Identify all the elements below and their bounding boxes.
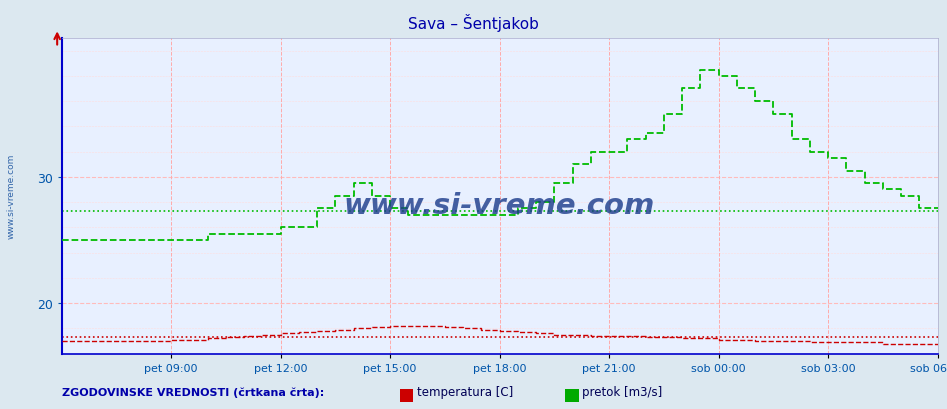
Text: temperatura [C]: temperatura [C] (417, 385, 513, 398)
Text: pretok [m3/s]: pretok [m3/s] (582, 385, 663, 398)
Text: ZGODOVINSKE VREDNOSTI (črtkana črta):: ZGODOVINSKE VREDNOSTI (črtkana črta): (62, 387, 324, 397)
Text: Sava – Šentjakob: Sava – Šentjakob (408, 14, 539, 32)
Text: www.si-vreme.com: www.si-vreme.com (344, 192, 655, 220)
Text: www.si-vreme.com: www.si-vreme.com (7, 154, 16, 239)
